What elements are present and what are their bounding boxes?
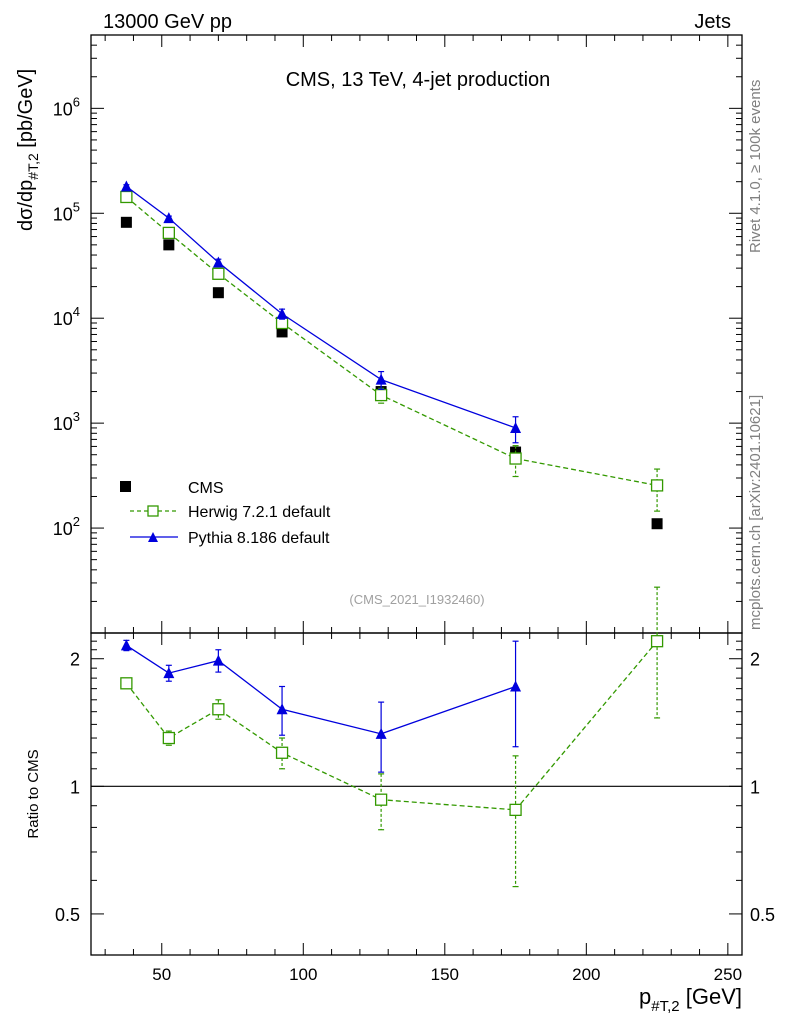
ratio-tick-label-right: 2 xyxy=(750,650,760,670)
collision-energy-label: 13000 GeV pp xyxy=(103,11,232,33)
data-point xyxy=(163,212,175,224)
ratio-tick-label: 2 xyxy=(70,650,80,670)
x-tick-label: 150 xyxy=(431,965,459,984)
data-point xyxy=(163,667,175,679)
data-point xyxy=(650,479,664,492)
main-panel: 102 103 104 105 106 CMS, 13 TeV, 4-jet produ… xyxy=(15,34,743,634)
data-point xyxy=(212,267,225,280)
data-point xyxy=(120,216,132,228)
legend-marker-pythia xyxy=(148,532,158,542)
data-point xyxy=(650,635,664,648)
x-axis-title-unit: [GeV] xyxy=(680,984,742,1009)
ratio-tick-label: 1 xyxy=(70,777,80,797)
data-point xyxy=(510,421,522,433)
category-label: Jets xyxy=(694,11,731,33)
data-point xyxy=(212,654,224,666)
y-tick-label: 105 xyxy=(53,199,80,224)
ratio-series xyxy=(120,586,664,888)
ratio-tick-label-right: 1 xyxy=(750,777,760,797)
data-point xyxy=(375,727,387,739)
legend-label-cms: CMS xyxy=(188,480,224,497)
y-axis-title-main: dσ/dp xyxy=(15,180,37,231)
legend: CMS Herwig 7.2.1 default Pythia 8.186 de… xyxy=(120,480,331,547)
legend-marker-cms xyxy=(120,481,131,492)
y-tick-label: 102 xyxy=(53,514,80,539)
legend-label-herwig: Herwig 7.2.1 default xyxy=(188,504,331,521)
data-point xyxy=(120,180,132,192)
data-point xyxy=(120,677,133,690)
y-axis-title-subscript: #T,2 xyxy=(25,153,41,180)
x-tick-label: 200 xyxy=(572,965,600,984)
ratio-frame xyxy=(90,632,743,956)
ratio-tick-label: 0.5 xyxy=(55,905,80,925)
data-point xyxy=(120,639,132,651)
x-axis-title-subscript: #T,2 xyxy=(651,998,679,1015)
data-point xyxy=(163,239,175,251)
data-point xyxy=(374,388,388,402)
x-axis-title: p#T,2 [GeV] xyxy=(639,984,742,1015)
main-series xyxy=(120,180,664,530)
y-tick-label: 106 xyxy=(53,94,80,119)
y-tick-label: 104 xyxy=(53,304,80,329)
legend-label-pythia: Pythia 8.186 default xyxy=(188,530,330,547)
ratio-line xyxy=(125,640,658,811)
y-tick-label: 103 xyxy=(53,409,80,434)
data-point xyxy=(509,452,522,465)
data-point xyxy=(276,326,288,338)
series-line xyxy=(125,185,516,429)
data-point xyxy=(212,287,224,299)
ratio-tick-label-right: 0.5 xyxy=(750,905,775,925)
data-point xyxy=(509,803,522,817)
source-label: mcplots.cern.ch [arXiv:2401.10621] xyxy=(747,395,764,630)
ratio-axis-ticks xyxy=(91,632,742,956)
analysis-label: (CMS_2021_I1932460) xyxy=(349,592,484,607)
y-axis-title: dσ/dp#T,2 [pb/GeV] xyxy=(15,69,41,231)
data-point xyxy=(374,793,388,806)
x-axis-title-main: p xyxy=(639,984,651,1009)
x-tick-label: 100 xyxy=(289,965,317,984)
x-tick-label: 50 xyxy=(152,965,171,984)
data-point xyxy=(212,256,224,268)
ratio-line xyxy=(126,644,516,735)
data-point xyxy=(275,746,289,759)
y-axis-title-unit: [pb/GeV] xyxy=(15,69,37,154)
y-tick-labels: 102 103 104 105 106 xyxy=(53,94,80,539)
x-tick-labels: 50 100 150 200 250 xyxy=(152,965,742,984)
ratio-panel: 0.5 0.5 1 1 2 2 50 100 150 200 250 Ratio to CMS p… xyxy=(25,586,775,1015)
rivet-version-label: Rivet 4.1.0, ≥ 100k events xyxy=(747,80,764,253)
data-point xyxy=(276,703,288,715)
data-point xyxy=(510,680,522,692)
main-axis-ticks xyxy=(91,34,742,634)
data-point xyxy=(651,518,663,530)
x-tick-label: 250 xyxy=(714,965,742,984)
chart-title: CMS, 13 TeV, 4-jet production xyxy=(286,69,551,91)
data-point xyxy=(212,703,225,716)
data-point xyxy=(162,226,175,240)
data-point xyxy=(162,731,175,745)
ratio-axis-title: Ratio to CMS xyxy=(25,749,42,838)
ratio-tick-labels: 0.5 0.5 1 1 2 2 xyxy=(55,650,775,925)
series-line xyxy=(125,196,658,487)
data-point xyxy=(375,373,387,385)
data-point xyxy=(276,307,288,319)
legend-marker-herwig xyxy=(147,505,159,517)
data-point xyxy=(120,190,133,204)
